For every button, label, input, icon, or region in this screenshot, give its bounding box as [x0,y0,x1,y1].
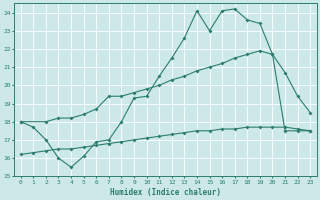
X-axis label: Humidex (Indice chaleur): Humidex (Indice chaleur) [110,188,221,197]
